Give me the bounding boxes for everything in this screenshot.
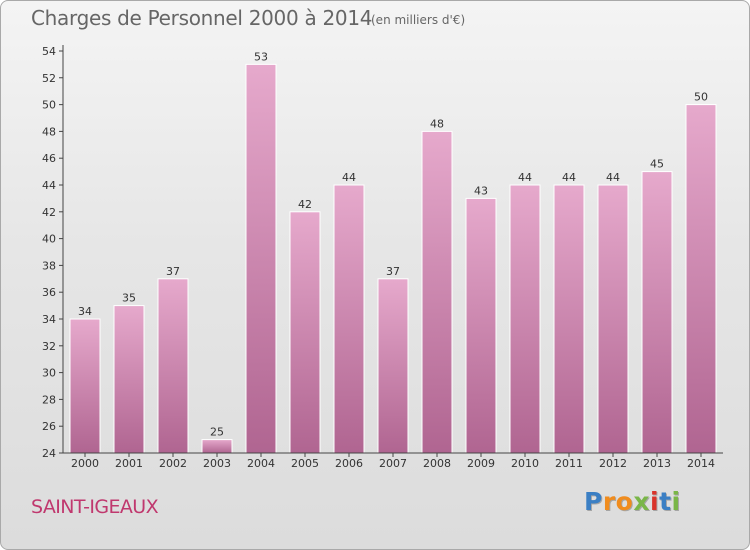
y-tick-label-28: 28 [42, 393, 56, 406]
value-label-2002: 37 [166, 265, 180, 278]
x-tick-label-2014: 2014 [687, 457, 715, 470]
bar-2013 [641, 171, 673, 454]
x-tick-label-2006: 2006 [335, 457, 363, 470]
y-tick-label-34: 34 [42, 313, 56, 326]
logo-letter: i [671, 487, 681, 516]
x-tick-label-2007: 2007 [379, 457, 407, 470]
value-label-2000: 34 [78, 305, 92, 318]
bar-2005 [289, 211, 321, 454]
x-tick-label-2000: 2000 [71, 457, 99, 470]
logo-letter: o [615, 487, 634, 516]
value-label-2001: 35 [122, 292, 136, 305]
x-tick-label-2002: 2002 [159, 457, 187, 470]
value-label-2003: 25 [210, 426, 224, 439]
x-tick-label-2008: 2008 [423, 457, 451, 470]
y-tick-label-24: 24 [42, 447, 56, 460]
x-tick-label-2005: 2005 [291, 457, 319, 470]
bar-2010 [509, 184, 541, 454]
y-tick-label-36: 36 [42, 286, 56, 299]
value-label-2005: 42 [298, 198, 312, 211]
commune-name: SAINT-IGEAUX [31, 496, 159, 518]
x-tick-label-2004: 2004 [247, 457, 275, 470]
x-tick-label-2012: 2012 [599, 457, 627, 470]
value-label-2006: 44 [342, 171, 356, 184]
logo-letter: t [659, 487, 672, 516]
value-label-2014: 50 [694, 91, 708, 104]
y-tick-label-38: 38 [42, 259, 56, 272]
axes-group: 2000 2001 2002 2003 2004 2005 2006 2007 2008 2009… [42, 45, 723, 470]
bar-2012 [597, 184, 629, 454]
x-tick-label-2009: 2009 [467, 457, 495, 470]
value-label-2007: 37 [386, 265, 400, 278]
value-label-2010: 44 [518, 171, 532, 184]
value-label-2009: 43 [474, 184, 488, 197]
y-tick-label-46: 46 [42, 152, 56, 165]
chart-title: Charges de Personnel 2000 à 2014 [31, 6, 373, 30]
bar-2011 [553, 184, 585, 454]
value-label-2011: 44 [562, 171, 576, 184]
bar-2003 [201, 439, 233, 454]
x-tick-label-2003: 2003 [203, 457, 231, 470]
logo-letter: P [584, 487, 603, 516]
logo-letter: i [650, 487, 660, 516]
x-tick-label-2001: 2001 [115, 457, 143, 470]
logo-letter: x [633, 487, 650, 516]
bar-2014 [685, 104, 717, 454]
y-tick-label-54: 54 [42, 45, 56, 58]
value-label-2008: 48 [430, 117, 444, 130]
value-label-2013: 45 [650, 158, 664, 171]
y-tick-label-48: 48 [42, 125, 56, 138]
chart-subtitle: (en milliers d'€) [371, 13, 466, 27]
y-tick-label-50: 50 [42, 99, 56, 112]
value-label-2012: 44 [606, 171, 620, 184]
bar-2008 [421, 130, 453, 454]
bars-group: 34 35 37 25 53 42 44 37 48 43 44 44 44 45 50 [69, 50, 717, 454]
bar-2007 [377, 278, 409, 454]
x-tick-label-2010: 2010 [511, 457, 539, 470]
y-tick-label-26: 26 [42, 420, 56, 433]
proxiti-logo: Proxiti [584, 487, 681, 516]
value-label-2004: 53 [254, 50, 268, 63]
logo-letter: r [602, 487, 616, 516]
bar-2001 [113, 305, 145, 454]
bar-2000 [69, 318, 101, 454]
bar-2009 [465, 197, 497, 454]
x-tick-label-2011: 2011 [555, 457, 583, 470]
y-tick-label-52: 52 [42, 72, 56, 85]
x-tick-label-2013: 2013 [643, 457, 671, 470]
y-tick-label-40: 40 [42, 233, 56, 246]
y-tick-label-32: 32 [42, 340, 56, 353]
y-tick-label-30: 30 [42, 367, 56, 380]
y-tick-label-42: 42 [42, 206, 56, 219]
bar-2002 [157, 278, 189, 454]
bar-2006 [333, 184, 365, 454]
bar-2004 [245, 63, 277, 454]
y-tick-label-44: 44 [42, 179, 56, 192]
